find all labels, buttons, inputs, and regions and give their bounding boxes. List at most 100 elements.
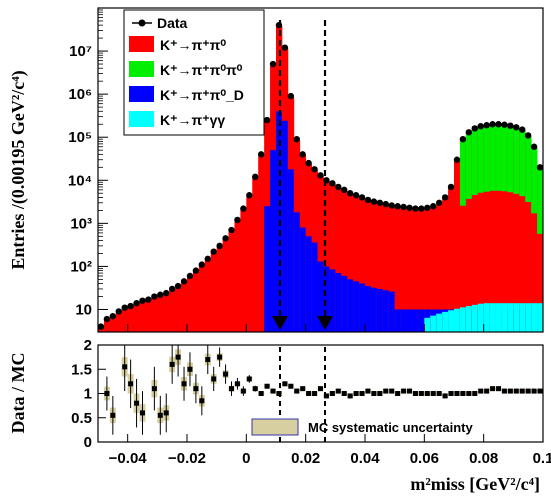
data-point — [364, 196, 372, 204]
ratio-point — [365, 388, 371, 394]
legend-data-marker — [138, 19, 146, 27]
data-point — [441, 194, 449, 201]
ratio-point — [383, 388, 389, 394]
ratio-point — [258, 391, 264, 396]
bar-k2pi — [495, 125, 502, 333]
bar-k2pi — [222, 239, 229, 332]
ratio-point — [460, 391, 466, 396]
data-point — [400, 203, 407, 211]
data-point — [311, 166, 318, 173]
x-tick-label: −0.04 — [109, 450, 148, 467]
data-point — [335, 183, 342, 191]
y-tick-label: 10⁴ — [68, 172, 92, 189]
ratio-point — [169, 361, 175, 367]
bar-kpigg — [507, 303, 514, 332]
bar-k2pi — [531, 147, 538, 332]
bar-k3pi — [459, 140, 467, 206]
bar-k2pi — [109, 317, 117, 332]
y-tick-label: 10⁶ — [68, 86, 92, 103]
upper-frame — [97, 7, 544, 333]
bar-kpigg — [471, 304, 479, 332]
bar-k2pid — [323, 266, 330, 332]
ratio-point — [448, 391, 454, 396]
bar-k2pi — [198, 265, 206, 332]
legend-label-k3pi: K⁺→π⁺π⁰π⁰ — [160, 62, 243, 78]
bar-k2pi — [228, 230, 235, 332]
mc-systematic-band — [103, 349, 544, 424]
data-points — [97, 21, 544, 330]
upper-y-axis: 10 10² 10³ 10⁴ 10⁵ 10⁶ 10⁷ — [68, 9, 108, 318]
ratio-point — [436, 391, 442, 396]
x-tick-label: 0.04 — [350, 450, 380, 467]
bar-k2pid — [388, 291, 396, 332]
ratio-point — [507, 388, 513, 394]
bar-k2pi — [448, 187, 455, 332]
ratio-point — [347, 393, 353, 399]
ratio-point — [128, 381, 134, 387]
bar-k2pi — [501, 125, 508, 332]
bar-k2pi — [483, 126, 490, 333]
ratio-point — [407, 388, 412, 394]
bar-k2pid — [287, 169, 295, 332]
legend-swatch-k2pi — [129, 36, 154, 52]
bar-k2pi — [376, 203, 384, 332]
ratio-point — [211, 376, 217, 382]
x-tick-label: 0.08 — [469, 450, 498, 467]
bar-k2pi — [418, 209, 425, 332]
ratio-point — [288, 383, 294, 389]
bar-kpigg — [436, 313, 443, 332]
ratio-y-tick-label: 2 — [84, 337, 92, 354]
bar-k2pi — [430, 207, 437, 332]
x-tick-label: 0.02 — [291, 450, 320, 467]
ratio-y-tick-label: 0.5 — [71, 410, 92, 427]
data-point — [536, 164, 544, 171]
bar-k2pi — [359, 198, 366, 332]
bar-k2pi — [234, 220, 241, 332]
ratio-point — [140, 410, 145, 416]
ratio-point — [300, 386, 306, 392]
data-point — [388, 202, 395, 209]
bar-k2pi — [258, 155, 265, 332]
legend-swatch-k3pi — [129, 61, 154, 77]
data-point — [329, 180, 336, 187]
upper-panel: 10 10² 10³ 10⁴ 10⁵ 10⁶ 10⁷ Data K⁺→π⁺π⁰ K⁺→π⁺π… — [8, 7, 544, 333]
bar-kpigg — [519, 303, 526, 332]
bar-k2pi — [489, 125, 496, 333]
bar-k2pi — [388, 206, 396, 332]
window-arrow-low — [272, 316, 288, 330]
ratio-point — [294, 388, 300, 394]
bar-k2pi — [151, 297, 158, 332]
bar-kpigg — [424, 317, 431, 332]
bar-k3pi — [501, 125, 508, 192]
bar-k2pi — [436, 203, 443, 332]
ratio-point — [442, 393, 448, 399]
bar-k2pi — [370, 202, 378, 332]
ratio-point — [359, 391, 365, 396]
ratio-point — [193, 386, 199, 392]
bar-kpigg — [454, 308, 461, 332]
ratio-point — [187, 366, 193, 372]
bar-kpigg — [489, 303, 496, 332]
bar-k2pi — [139, 301, 146, 332]
bar-k2pi — [163, 294, 170, 332]
bar-k2pi — [525, 136, 532, 332]
bar-k2pid — [335, 273, 342, 332]
legend-label-k2pid: K⁺→π⁺π⁰_D — [160, 87, 244, 103]
bar-k2pid — [347, 279, 354, 332]
data-point — [406, 204, 413, 211]
data-point — [228, 226, 235, 234]
bar-k2pi — [513, 128, 520, 332]
data-point — [121, 304, 128, 311]
ratio-legend-swatch — [251, 418, 299, 436]
ratio-point — [466, 391, 472, 396]
bar-k2pi — [175, 287, 182, 332]
bar-k2pid — [376, 288, 384, 332]
legend-label-data: Data — [157, 15, 188, 31]
data-point — [222, 235, 229, 242]
data-point — [352, 192, 360, 199]
data-point — [424, 204, 431, 211]
bar-k3pi — [513, 128, 520, 194]
data-point — [471, 125, 478, 132]
data-point — [394, 203, 401, 210]
data-point — [97, 323, 105, 330]
